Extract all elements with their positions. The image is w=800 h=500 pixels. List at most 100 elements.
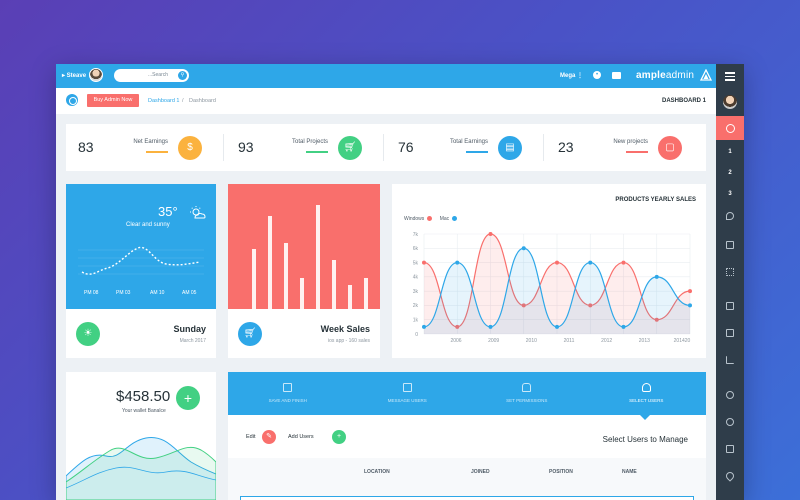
data-point [555,324,559,329]
smiley-icon[interactable] [726,418,734,426]
day-date: March 2017 [179,338,206,344]
sidebar-avatar[interactable] [723,95,737,109]
user-avatar[interactable] [89,68,103,82]
stat-underline [306,151,328,153]
y-tick-label: 0 [415,332,418,338]
week-sales-bar [268,215,272,309]
search-icon[interactable]: ⚲ [178,71,187,80]
dashboard-window: ▸ Steave ...Search ⚲ Mega ⋮ • ampleadmin… [56,64,744,500]
clipboard-icon: ▢ [658,136,682,160]
settings-gear-icon[interactable] [726,391,734,399]
column-location[interactable]: LOCATION [364,469,390,475]
data-point [654,317,659,322]
step-label: SAVE AND FINISH [268,398,307,403]
stat-underline [466,151,488,153]
legend-mac: Mac [440,216,458,222]
buy-admin-button[interactable]: Buy Admin Now [87,94,139,107]
user-menu[interactable]: ▸ Steave [62,73,87,79]
stat-underline [626,151,648,153]
series-line [423,247,691,328]
temperature: 35° [158,204,178,219]
apps-grid-icon[interactable] [726,268,734,276]
stat-label: New projects [613,139,648,145]
time-label: PM 03 [116,290,131,296]
add-funds-button[interactable]: + [176,386,200,410]
sidebar-item-dashboard[interactable] [716,116,744,140]
stat-net-earnings: 83 Net Earnings $ [66,124,224,171]
legend-windows: Windows [404,216,433,222]
week-sales-bar [348,284,352,309]
week-sales-bar [364,278,368,309]
temperature-trend-line [78,246,204,275]
breadcrumb-link-dashboard1[interactable]: Dashboard 1 [148,98,180,104]
notification-icon[interactable]: • [593,71,601,79]
sidebar-item-3[interactable]: 3 [728,191,732,197]
breadcrumb-bar: Buy Admin Now Dashboard 1 / Dashboard DA… [56,88,716,114]
add-users-label: Add Users [288,434,314,440]
x-tick-label: 2009 [488,338,499,344]
series-line [423,233,691,328]
message-icon [402,383,412,392]
edit-button[interactable]: ✎ [262,430,276,444]
wallet-icon: ▤ [498,136,522,160]
week-sales-bar [300,278,304,309]
theme-toggle-icon[interactable] [66,94,78,106]
mega-menu[interactable]: Mega ⋮ [560,73,584,79]
widgets-icon[interactable] [726,445,734,453]
document-icon[interactable] [726,302,734,310]
wizard-steps: SAVE AND FINISH MESSAGE USERS SET PERMIS… [228,372,706,415]
active-step-caret [640,415,650,420]
wallet-card: $458.50 Your wallet Banalce + [66,372,216,500]
y-tick-label: 1k [413,318,419,324]
x-tick-label: 2006 [450,338,461,344]
step-save-and-finish[interactable]: SAVE AND FINISH [228,372,348,415]
table-row[interactable] [240,496,694,500]
step-message-users[interactable]: MESSAGE USERS [348,372,468,415]
chart-title: PRODUCTS YEARLY SALES [615,197,696,203]
column-position[interactable]: POSITION [549,469,573,475]
stat-value: 83 [78,139,94,155]
y-tick-label: 5k [413,260,419,266]
step-label: SET PERMISSIONS [506,398,548,403]
stat-label: Total Projects [291,139,328,145]
day-card: ☀ Sunday March 2017 [66,309,216,358]
chart-legend: Windows Mac [404,216,463,222]
user-icon [641,383,651,392]
week-sales-subtitle: ios app - 160 sales [328,338,370,344]
mail-icon[interactable] [612,72,621,79]
select-users-title: Select Users to Manage [602,435,688,444]
stat-label: Total Earnings [449,139,488,145]
data-point [521,246,526,251]
data-point [488,232,493,236]
series-area [424,248,690,334]
legend-swatch [427,216,433,222]
step-set-permissions[interactable]: SET PERMISSIONS [467,372,587,415]
x-tick-label: 201420 [674,338,691,344]
time-label: AM 10 [150,290,165,296]
y-tick-label: 6k [413,246,419,252]
stat-value: 93 [238,139,254,155]
hamburger-menu-icon[interactable] [725,72,735,83]
paint-icon[interactable] [726,212,734,220]
table-icon[interactable] [726,329,734,337]
yearly-sales-chart: 0 1k 2k 3k 4k 5k 6k 7k 2006 2009 2010 2011 2012 2013 2… [413,232,692,344]
sidebar-item-1[interactable]: 1 [728,149,732,155]
bar-chart-icon[interactable] [726,356,734,364]
add-users-button[interactable]: + [332,430,346,444]
day-name: Sunday [173,324,206,334]
search-input[interactable]: ...Search ⚲ [114,69,189,82]
map-pin-icon[interactable] [724,470,736,482]
copy-icon[interactable] [726,241,734,249]
column-joined[interactable]: JOINED [471,469,490,475]
sidebar-item-2[interactable]: 2 [728,170,732,176]
stat-new-projects: 23 New projects ▢ [546,124,704,171]
search-placeholder: ...Search [148,72,169,78]
week-sales-bar [284,243,288,309]
right-sidebar: 1 2 3 [716,64,744,500]
column-name[interactable]: NAME [622,469,637,475]
step-select-users[interactable]: SELECT USERS [587,372,707,415]
data-point [654,274,659,279]
wallet-amount: $458.50 [116,388,171,405]
week-sales-bar-chart [228,184,380,309]
step-label: MESSAGE USERS [387,398,427,403]
